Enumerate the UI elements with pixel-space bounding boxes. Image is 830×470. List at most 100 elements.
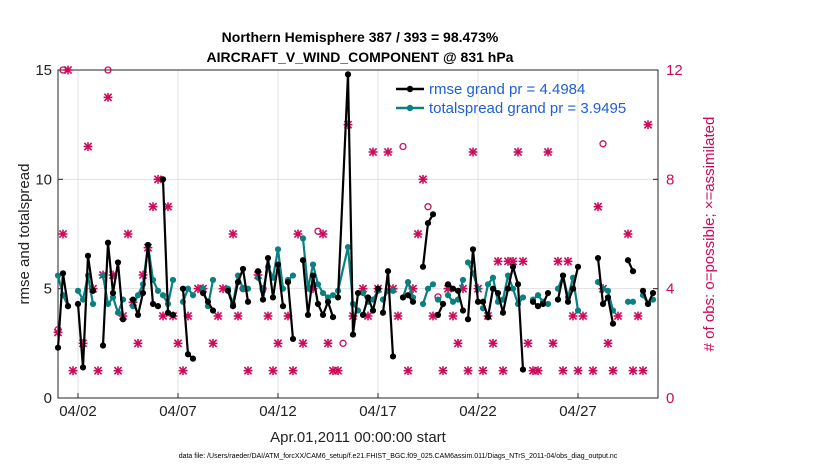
totalspread-point [169, 276, 177, 284]
obs-assimilated-point [293, 229, 303, 239]
rmse-point [384, 268, 392, 275]
rmse-point [454, 287, 462, 294]
totalspread-point [134, 292, 142, 299]
rmse-point [419, 263, 427, 270]
rmse-point [209, 307, 217, 314]
totalspread-point [519, 294, 527, 301]
rmse-point [304, 311, 312, 319]
obs-assimilated-point [643, 120, 653, 130]
rmse-point [79, 364, 87, 371]
rmse-point [539, 300, 547, 308]
rmse-line-segment [456, 290, 465, 311]
y2-tick-label: 12 [666, 62, 683, 79]
rmse-point [154, 303, 162, 310]
obs-assimilated-point [83, 142, 93, 151]
rmse-point [239, 265, 247, 273]
totalspread-point [74, 287, 82, 294]
rmse-point [74, 300, 82, 308]
rmse-point [114, 259, 122, 266]
obs-assimilated-point [463, 366, 473, 376]
obs-possible-point [339, 339, 347, 347]
obs-assimilated-point [543, 147, 553, 157]
chart-title-line1: Northern Hemisphere 387 / 393 = 98.473% [222, 29, 499, 45]
rmse-point [379, 309, 387, 316]
rmse-point [259, 296, 267, 303]
rmse-point [264, 254, 272, 262]
rmse-point [324, 298, 332, 305]
obs-assimilated-point [438, 366, 448, 376]
totalspread-point [434, 296, 442, 303]
rmse-point [459, 307, 467, 314]
rmse-point [234, 279, 242, 286]
x-tick-label: 04/07 [159, 403, 197, 420]
obs-assimilated-point [113, 366, 123, 376]
totalspread-point [299, 235, 307, 242]
rmse-point [629, 268, 637, 275]
legend-rmse-marker [406, 85, 414, 93]
rmse-point [354, 289, 362, 297]
legend: rmse grand pr = 4.4984 totalspread grand… [396, 81, 626, 117]
obs-assimilated-point [513, 147, 523, 157]
obs-assimilated-point [213, 311, 223, 321]
totalspread-point [464, 259, 472, 266]
totalspread-point [329, 292, 337, 299]
rmse-point [604, 294, 612, 301]
rmse-point [484, 313, 492, 321]
obs-assimilated-point [178, 366, 188, 376]
obs-assimilated-point [518, 256, 528, 266]
y2-tick-label: 0 [666, 390, 674, 407]
obs-assimilated-point [603, 338, 613, 348]
obs-assimilated-point [533, 366, 543, 376]
rmse-point [409, 298, 417, 305]
y2-tick-label: 8 [666, 171, 674, 188]
obs-assimilated-point [148, 202, 158, 212]
rmse-point [624, 257, 632, 264]
totalspread-point [104, 300, 112, 308]
totalspread-point [114, 309, 122, 316]
obs-assimilated-point [413, 229, 423, 239]
obs-assimilated-point [578, 311, 588, 321]
obs-assimilated-point [588, 366, 598, 376]
obs-assimilated-point [173, 338, 183, 348]
grid-lines [58, 70, 658, 398]
rmse-point [159, 176, 167, 183]
rmse-line-segment [596, 257, 615, 324]
y-tick-label: 10 [35, 171, 52, 188]
totalspread-point [419, 300, 427, 308]
obs-assimilated-point [228, 229, 238, 239]
rmse-point [434, 311, 442, 319]
rmse-line-segment [361, 288, 380, 316]
obs-possible-point [399, 142, 407, 151]
totalspread-point [89, 300, 97, 308]
y-tick-label: 15 [35, 62, 52, 79]
rmse-point [564, 298, 572, 305]
rmse-point [164, 309, 172, 316]
rmse-point [104, 239, 112, 246]
rmse-point [179, 285, 187, 292]
rmse-point [199, 289, 207, 297]
rmse-point [364, 294, 372, 301]
totalspread-point [209, 276, 217, 284]
obs-assimilated-point [93, 366, 103, 376]
rmse-point [189, 355, 197, 362]
y-axis-right: 0 4 8 12 [653, 62, 683, 407]
totalspread-point [484, 281, 492, 288]
rmse-point [559, 272, 567, 279]
rmse-point [399, 294, 407, 301]
rmse-point [274, 261, 282, 268]
rmse-point [474, 298, 482, 305]
obs-assimilated-point [558, 366, 568, 376]
rmse-point [299, 257, 307, 264]
obs-assimilated-point [573, 366, 583, 376]
plot-frame [57, 69, 659, 399]
rmse-point [184, 351, 192, 358]
rmse-point [169, 311, 177, 319]
rmse-point [334, 294, 342, 301]
obs-assimilated-point [268, 366, 278, 376]
rmse-point [389, 353, 397, 360]
rmse-point [89, 287, 97, 294]
rmse-point [499, 309, 507, 316]
totalspread-point [189, 292, 197, 299]
rmse-point [224, 287, 232, 294]
legend-spread-label: totalspread grand pr = 3.9495 [429, 100, 626, 117]
